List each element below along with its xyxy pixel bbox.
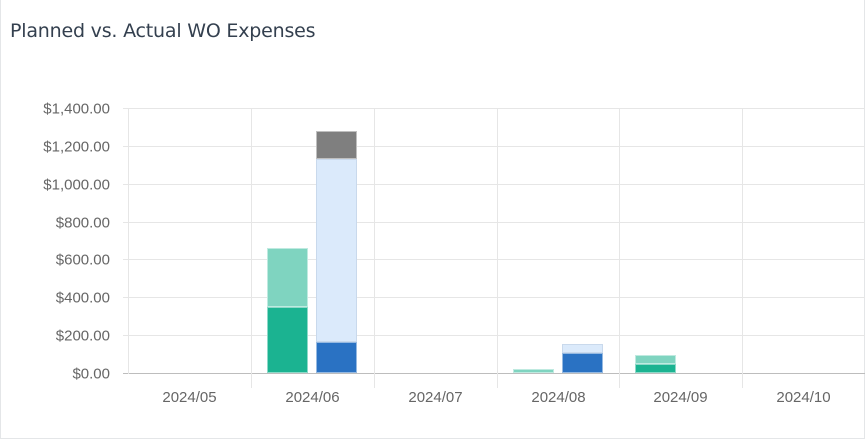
y-gridline xyxy=(123,259,865,260)
x-axis-tick-label: 2024/08 xyxy=(531,389,586,406)
x-axis-tick-label: 2024/07 xyxy=(408,389,463,406)
y-axis-tick-label: $800.00 xyxy=(55,214,110,232)
y-axis-tick-label: $1,000.00 xyxy=(43,176,110,194)
x-gridline xyxy=(497,108,498,388)
y-gridline xyxy=(123,297,865,298)
x-axis-tick-label: 2024/10 xyxy=(776,389,831,406)
x-axis-tick-label: 2024/09 xyxy=(653,389,708,406)
planned-bar-segment xyxy=(267,307,308,373)
actual-bar-segment xyxy=(562,353,603,373)
planned-bar-segment xyxy=(635,364,676,373)
x-gridline xyxy=(374,108,375,388)
planned-bar-segment xyxy=(513,369,554,373)
y-axis-tick-label: $400.00 xyxy=(55,289,110,307)
actual-bar-segment xyxy=(316,342,357,373)
actual-bar-segment xyxy=(316,131,357,159)
x-axis-tick-label: 2024/06 xyxy=(285,389,340,406)
y-gridline xyxy=(123,108,865,109)
actual-bar-segment xyxy=(562,344,603,353)
y-axis-tick-label: $0.00 xyxy=(72,365,110,383)
y-axis-tick-label: $1,200.00 xyxy=(43,138,110,156)
actual-bar-segment xyxy=(316,159,357,342)
y-axis-line xyxy=(128,108,129,374)
y-gridline xyxy=(123,184,865,185)
y-axis-tick-label: $1,400.00 xyxy=(43,100,110,118)
y-gridline xyxy=(123,335,865,336)
planned-bar-segment xyxy=(635,355,676,364)
x-gridline xyxy=(742,108,743,388)
y-axis-tick-label: $200.00 xyxy=(55,327,110,345)
x-axis-tick-label: 2024/05 xyxy=(162,389,217,406)
chart-title: Planned vs. Actual WO Expenses xyxy=(10,20,316,42)
y-gridline xyxy=(123,373,865,374)
y-axis-tick-label: $600.00 xyxy=(55,251,110,269)
y-gridline xyxy=(123,146,865,147)
x-gridline xyxy=(619,108,620,388)
planned-bar-segment xyxy=(267,248,308,307)
y-gridline xyxy=(123,222,865,223)
x-gridline xyxy=(251,108,252,388)
